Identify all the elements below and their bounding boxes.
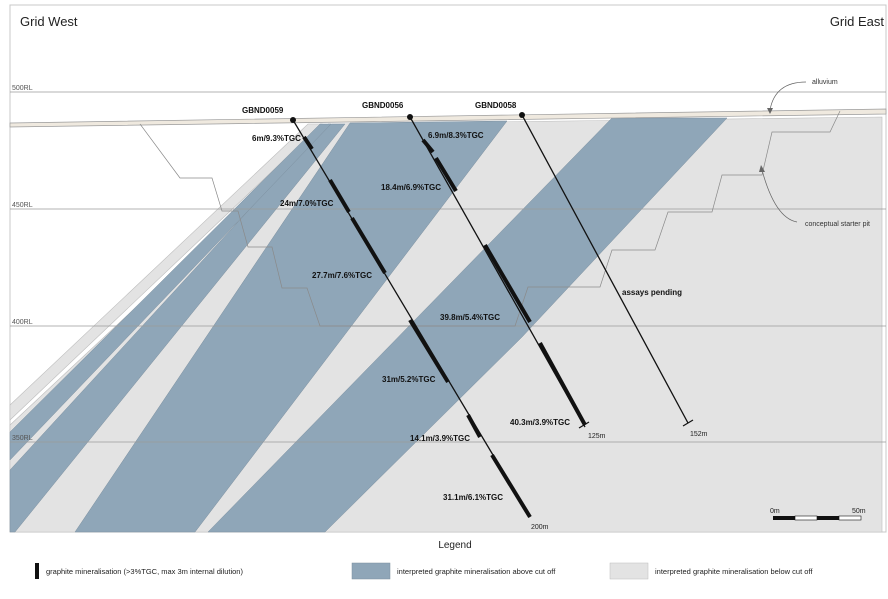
status-label: assays pending [622, 288, 682, 297]
mineralisation-interval [483, 243, 532, 324]
scale-segment [817, 516, 839, 520]
grid-east-label: Grid East [830, 14, 885, 29]
interval-label: 31m/5.2%TGC [382, 375, 436, 384]
end-depth-label: 125m [588, 433, 606, 440]
collar-marker [407, 114, 413, 120]
mineralisation-interval [328, 178, 351, 214]
collar-marker [290, 117, 296, 123]
interval-label: 6.9m/8.3%TGC [428, 131, 484, 140]
scale-start-label: 0m [770, 508, 780, 515]
interval-label: 24m/7.0%TGC [280, 199, 334, 208]
mineralisation-interval [434, 156, 458, 193]
rl-grid [10, 91, 886, 443]
mineralisation-interval [466, 414, 482, 438]
scale-segment [838, 515, 862, 521]
alluvium-label: alluvium [812, 79, 838, 86]
mineralised-lens-2 [9, 123, 332, 461]
rl-label-400: 400RL [12, 319, 33, 326]
alluvium-arrowhead [767, 108, 773, 114]
end-depth-label: 200m [531, 524, 549, 531]
starter-pit-leader [761, 169, 798, 223]
scale-segment [794, 515, 818, 521]
drillhole-gbnd0059 [290, 117, 532, 519]
legend-swatch-mineralisation [35, 563, 39, 579]
collar-marker [519, 112, 525, 118]
drillhole-label-gbnd0059: GBND0059 [242, 106, 284, 115]
interval-label: 18.4m/6.9%TGC [381, 183, 441, 192]
end-depth-label: 152m [690, 431, 708, 438]
interval-label: 40.3m/3.9%TGC [510, 418, 570, 427]
rl-label-350: 350RL [12, 435, 33, 442]
interval-label: 39.8m/5.4%TGC [440, 313, 500, 322]
legend-label-mineralisation: graphite mineralisation (>3%TGC, max 3m … [46, 567, 243, 576]
mineralisation-interval [408, 318, 450, 384]
starter-pit-label: conceptual starter pit [805, 221, 870, 228]
legend-swatch-below-cutoff [609, 562, 649, 580]
grid-west-label: Grid West [20, 14, 78, 29]
rl-label-450: 450RL [12, 202, 33, 209]
mineralisation-interval [538, 342, 587, 426]
interval-label: 6m/9.3%TGC [252, 134, 301, 143]
mineralisation-interval [490, 453, 532, 519]
starter-pit-arrowhead [759, 165, 765, 172]
legend-swatch-above-cutoff [351, 562, 391, 580]
mineralised-lens-3 [74, 120, 508, 533]
mineralisation-interval [302, 135, 314, 151]
legend: Legend graphite mineralisation (>3%TGC, … [35, 540, 813, 580]
legend-label-below-cutoff: interpreted graphite mineralisation belo… [655, 567, 813, 576]
scale-end-label: 50m [852, 508, 866, 515]
legend-title: Legend [438, 540, 471, 551]
drillhole-trace [521, 114, 689, 424]
rl-label-500: 500RL [12, 85, 33, 92]
drillhole-label-gbnd0058: GBND0058 [475, 101, 517, 110]
mineralisation-interval [350, 216, 387, 275]
legend-label-above-cutoff: interpreted graphite mineralisation abov… [397, 567, 556, 576]
mineralisation-interval [421, 138, 435, 154]
end-of-hole-tick [578, 421, 590, 429]
interval-label: 14.1m/3.9%TGC [410, 434, 470, 443]
drillhole-gbnd0058 [519, 112, 694, 427]
drillhole-gbnd0056 [407, 114, 590, 429]
scale-segment [773, 516, 795, 520]
scale-bar: 0m 50m [770, 508, 866, 521]
drillhole-label-gbnd0056: GBND0056 [362, 101, 404, 110]
interval-label: 27.7m/7.6%TGC [312, 271, 372, 280]
alluvium-layer [9, 108, 887, 128]
interval-label: 31.1m/6.1%TGC [443, 493, 503, 502]
mineralised-lens-4 [207, 117, 728, 533]
alluvium-leader [769, 81, 807, 111]
end-of-hole-tick [682, 419, 694, 427]
